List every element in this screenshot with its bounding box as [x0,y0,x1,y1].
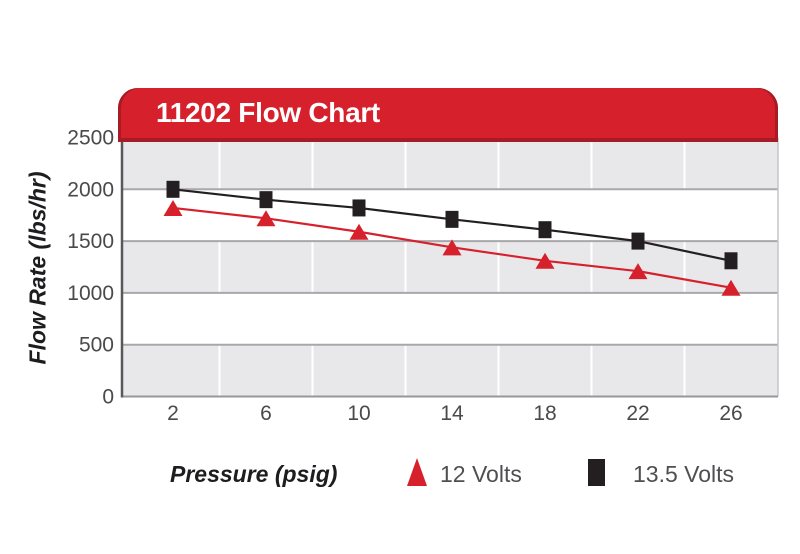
y-tick-label: 1000 [67,282,114,305]
x-tick-label: 18 [533,402,556,425]
legend-label-13-5-volts: 13.5 Volts [633,460,734,488]
x-tick-label: 6 [260,402,272,425]
chart-title-banner: 11202 Flow Chart [118,88,778,142]
chart-title: 11202 Flow Chart [156,97,380,129]
data-point-square [260,191,273,208]
data-point-square [167,181,180,198]
legend-label-12-volts: 12 Volts [440,460,522,488]
data-point-square [446,211,459,228]
data-point-square [632,233,645,250]
page: 05001000150020002500261014182226 11202 F… [0,0,800,554]
x-tick-label: 14 [440,402,464,425]
data-point-square [353,199,366,216]
y-tick-label: 1500 [67,230,114,253]
x-tick-label: 26 [719,402,742,425]
y-tick-label: 2500 [67,127,114,150]
x-tick-label: 2 [167,402,179,425]
legend-square-icon [588,459,605,486]
x-axis-title: Pressure (psig) [170,460,337,488]
y-axis-title: Flow Rate (lbs/hr) [25,172,52,365]
x-tick-label: 10 [347,402,370,425]
y-tick-label: 0 [102,386,114,409]
data-point-square [539,221,552,238]
data-point-square [725,252,738,269]
y-tick-label: 2000 [67,178,114,201]
y-tick-label: 500 [79,334,114,357]
x-tick-label: 22 [626,402,649,425]
legend-triangle-icon [407,458,427,486]
